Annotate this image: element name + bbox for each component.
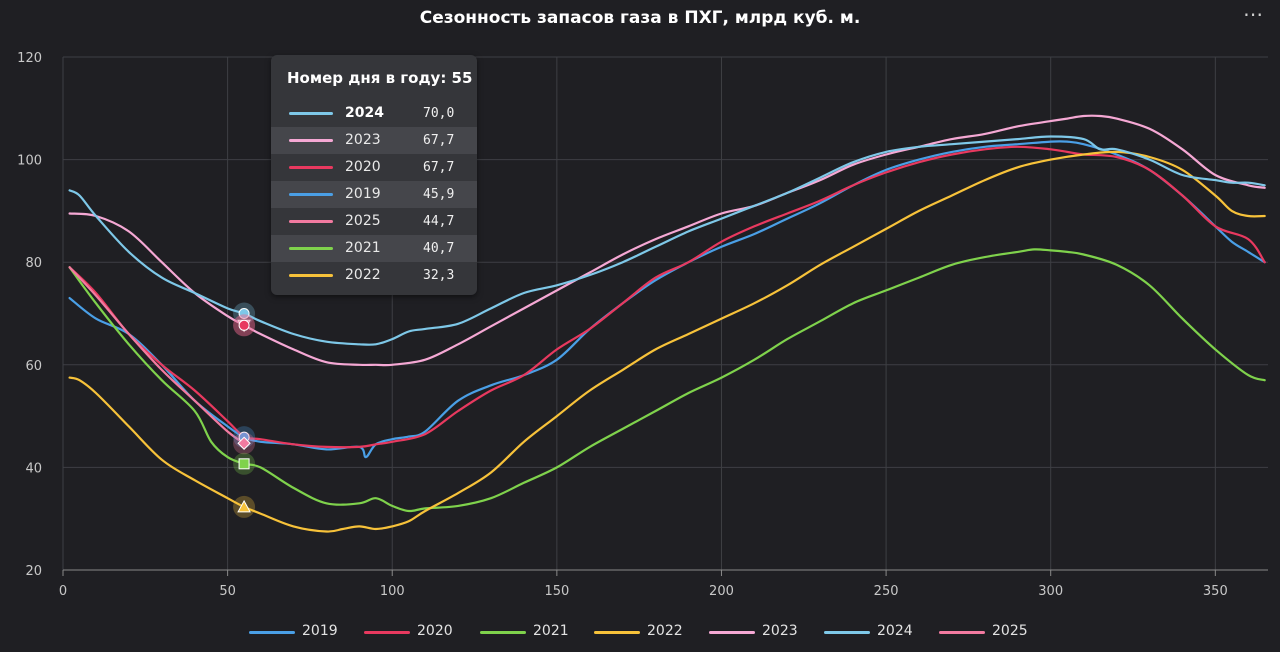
- tooltip-series-swatch: [289, 193, 333, 196]
- legend-label: 2025: [992, 623, 1028, 639]
- legend-item-2025[interactable]: 2025: [939, 622, 1044, 642]
- legend-label: 2022: [647, 623, 683, 639]
- tooltip-series-value: 44,7: [423, 214, 455, 229]
- tooltip-series-swatch: [289, 166, 333, 169]
- tooltip-row-2023: 2023 67,7: [271, 127, 477, 154]
- marker-2024: [238, 308, 250, 319]
- marker-2021: [238, 458, 250, 470]
- legend-swatch: [709, 631, 755, 634]
- x-tick-label: 150: [544, 584, 569, 599]
- series-line-2025: [68, 266, 246, 445]
- series-line-2023: [68, 114, 1266, 367]
- tooltip-series-swatch: [289, 112, 333, 115]
- tooltip-row-2024: 2024 70,0: [271, 100, 477, 127]
- tooltip-series-value: 45,9: [423, 187, 455, 202]
- legend-swatch: [249, 631, 295, 634]
- y-tick-label: 80: [25, 256, 42, 271]
- legend-item-2019[interactable]: 2019: [249, 622, 354, 642]
- tooltip-series-value: 32,3: [423, 268, 455, 283]
- tooltip-series-swatch: [289, 247, 333, 250]
- legend-item-2024[interactable]: 2024: [824, 622, 929, 642]
- tooltip-series-value: 67,7: [423, 133, 455, 148]
- legend-swatch: [939, 631, 985, 634]
- tooltip-series-swatch: [289, 139, 333, 142]
- marker-2020: [238, 319, 250, 331]
- series-line-2020: [68, 145, 1266, 449]
- y-tick-label: 20: [25, 564, 42, 579]
- legend-swatch: [824, 631, 870, 634]
- tooltip-series-value: 70,0: [423, 106, 455, 121]
- legend-label: 2020: [417, 623, 453, 639]
- tooltip-series-name: 2024: [345, 105, 384, 121]
- legend-item-2020[interactable]: 2020: [364, 622, 469, 642]
- series-line-2022: [68, 150, 1266, 533]
- more-dots-icon[interactable]: ⋯: [1243, 2, 1264, 26]
- tooltip-series-swatch: [289, 274, 333, 277]
- tooltip-series-name: 2021: [345, 240, 381, 256]
- legend-label: 2021: [533, 623, 569, 639]
- tooltip-row-2025: 2025 44,7: [271, 208, 477, 235]
- x-tick-label: 50: [219, 584, 236, 599]
- legend-item-2021[interactable]: 2021: [480, 622, 585, 642]
- legend-label: 2019: [302, 623, 338, 639]
- tooltip: Номер дня в году: 55 2024 70,0 2023 67,7 202…: [271, 55, 477, 295]
- x-axis-ticks: 0 50 100 150 200 250 300 350: [59, 584, 1228, 599]
- legend-swatch: [594, 631, 640, 634]
- x-tick-label: 100: [380, 584, 405, 599]
- legend-item-2022[interactable]: 2022: [594, 622, 699, 642]
- tooltip-row-2022: 2022 32,3: [271, 262, 477, 289]
- y-axis-ticks: 20 40 60 80 100 120: [17, 51, 42, 579]
- series-line-2019: [68, 140, 1266, 459]
- tooltip-series-name: 2025: [345, 213, 381, 229]
- tooltip-row-2020: 2020 67,7: [271, 154, 477, 181]
- hover-markers: [233, 302, 256, 518]
- legend-label: 2024: [877, 623, 913, 639]
- tooltip-series-name: 2020: [345, 159, 381, 175]
- tooltip-series-name: 2023: [345, 132, 381, 148]
- tooltip-series-value: 40,7: [423, 241, 455, 256]
- tooltip-series-swatch: [289, 220, 333, 223]
- marker-2022: [237, 499, 251, 513]
- legend-swatch: [364, 631, 410, 634]
- y-tick-label: 40: [25, 461, 42, 476]
- y-tick-label: 120: [17, 51, 42, 66]
- legend: 2019 2020 2021 2022 2023 2024 2025: [0, 622, 1280, 642]
- x-tick-label: 300: [1038, 584, 1063, 599]
- x-tick-label: 0: [59, 584, 67, 599]
- legend-item-2023[interactable]: 2023: [709, 622, 814, 642]
- tooltip-row-2021: 2021 40,7: [271, 235, 477, 262]
- y-tick-label: 100: [17, 154, 42, 169]
- tooltip-series-name: 2022: [345, 267, 381, 283]
- tooltip-series-name: 2019: [345, 186, 381, 202]
- marker-2025: [237, 436, 251, 450]
- chart-title: Сезонность запасов газа в ПХГ, млрд куб.…: [419, 8, 861, 28]
- x-tick-label: 200: [709, 584, 734, 599]
- tooltip-title: Номер дня в году: 55: [287, 69, 473, 87]
- legend-swatch: [480, 631, 526, 634]
- tooltip-row-2019: 2019 45,9: [271, 181, 477, 208]
- legend-label: 2023: [762, 623, 798, 639]
- x-tick-label: 350: [1203, 584, 1228, 599]
- y-tick-label: 60: [25, 359, 42, 374]
- tooltip-series-value: 67,7: [423, 160, 455, 175]
- x-tick-label: 250: [874, 584, 899, 599]
